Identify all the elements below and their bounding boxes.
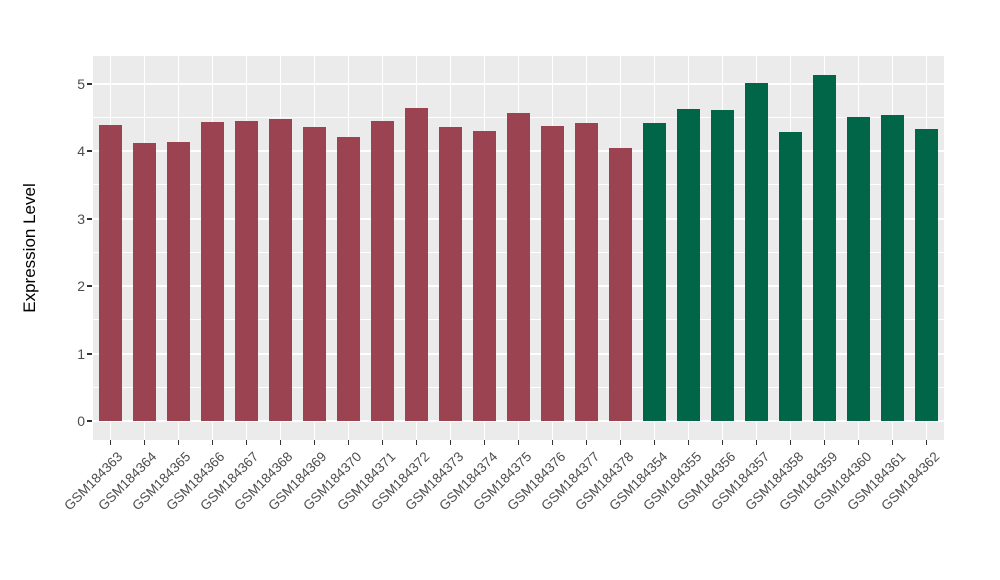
bar — [234, 121, 258, 421]
x-tick-mark — [790, 440, 792, 445]
y-tick-mark — [87, 82, 92, 85]
x-tick-mark — [109, 440, 111, 445]
bar — [302, 127, 326, 421]
x-tick-mark — [586, 440, 588, 445]
bar — [132, 143, 156, 421]
bar — [200, 122, 224, 421]
plot-panel — [93, 56, 944, 440]
x-tick-mark — [347, 440, 349, 445]
x-tick-mark — [654, 440, 656, 445]
x-tick-mark — [177, 440, 179, 445]
x-tick-mark — [415, 440, 417, 445]
x-tick-mark — [483, 440, 485, 445]
y-tick-label: 3 — [77, 210, 85, 227]
x-tick-mark — [381, 440, 383, 445]
x-tick-mark — [211, 440, 213, 445]
y-tick-mark — [87, 420, 92, 422]
bar — [438, 127, 462, 421]
bar — [166, 142, 190, 421]
x-tick-mark — [279, 440, 281, 445]
bar — [643, 123, 667, 421]
bar — [541, 126, 565, 421]
y-tick-label: 5 — [77, 75, 85, 92]
x-tick-mark — [824, 440, 826, 445]
x-tick-mark — [688, 440, 690, 445]
bar — [813, 75, 837, 421]
bar — [677, 109, 701, 421]
x-tick-mark — [858, 440, 860, 445]
bar — [370, 121, 394, 421]
x-tick-mark — [449, 440, 451, 445]
y-tick-mark — [87, 150, 92, 152]
y-axis-title-text: Expression Level — [20, 183, 39, 313]
x-tick-mark — [722, 440, 724, 445]
bar — [609, 148, 633, 421]
bar — [472, 131, 496, 421]
x-tick-mark — [892, 440, 894, 445]
y-tick-mark — [87, 285, 92, 287]
bar — [575, 123, 599, 421]
bar — [336, 137, 360, 421]
x-tick-mark — [518, 440, 519, 445]
bar — [745, 83, 769, 421]
bar — [507, 113, 530, 421]
y-tick-mark — [87, 217, 92, 220]
x-tick-mark — [552, 440, 554, 445]
x-tick-mark — [756, 440, 758, 445]
x-tick-mark — [245, 440, 247, 445]
bar — [881, 115, 905, 421]
bar — [847, 117, 871, 421]
bar — [268, 119, 292, 421]
y-tick-label: 1 — [77, 345, 85, 362]
x-tick-mark — [313, 440, 315, 445]
bar — [98, 125, 122, 421]
y-tick-label: 4 — [77, 143, 85, 159]
bar — [915, 129, 939, 421]
y-tick-label: 0 — [77, 413, 85, 429]
bar — [711, 110, 735, 421]
x-tick-mark — [620, 440, 622, 445]
y-tick-mark — [87, 352, 92, 355]
y-tick-label: 2 — [77, 278, 85, 294]
x-tick-mark — [143, 440, 145, 445]
x-tick-mark — [926, 440, 928, 445]
bar — [779, 132, 803, 421]
bar — [404, 108, 428, 421]
